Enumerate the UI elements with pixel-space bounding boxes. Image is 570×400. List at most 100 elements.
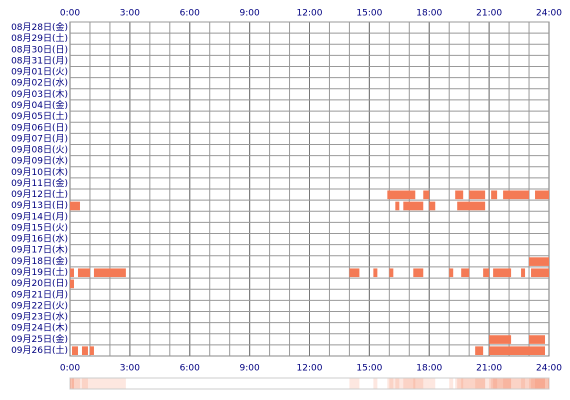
row-label: 09月02日(水) bbox=[11, 77, 68, 89]
row-label: 09月06日(日) bbox=[11, 122, 68, 133]
row-label: 09月23日(水) bbox=[11, 311, 68, 323]
activity-segment bbox=[529, 257, 549, 266]
density-segment bbox=[70, 378, 80, 389]
x-tick-label: 0:00 bbox=[60, 9, 80, 19]
x-tick-label: 3:00 bbox=[120, 364, 140, 374]
row-label: 09月18日(金) bbox=[11, 255, 68, 267]
activity-segment bbox=[71, 346, 78, 355]
density-segment bbox=[493, 378, 512, 389]
x-tick-label: 9:00 bbox=[240, 364, 260, 374]
row-label: 08月30日(日) bbox=[11, 44, 68, 55]
density-segment bbox=[489, 378, 546, 389]
activity-segment bbox=[503, 190, 530, 200]
activity-segment bbox=[349, 268, 360, 278]
density-segment bbox=[521, 378, 526, 389]
x-tick-label: 18:00 bbox=[416, 364, 442, 374]
row-label: 08月29日(土) bbox=[11, 32, 68, 44]
row-label: 09月10日(木) bbox=[11, 166, 68, 178]
activity-segment bbox=[373, 268, 378, 278]
activity-segment bbox=[491, 190, 498, 200]
activity-segment bbox=[389, 268, 394, 278]
activity-segment bbox=[70, 279, 74, 289]
row-label: 09月15日(火) bbox=[11, 222, 68, 233]
activity-segment bbox=[521, 268, 526, 278]
density-segment bbox=[491, 378, 498, 389]
row-label: 09月26日(土) bbox=[11, 344, 68, 356]
density-segment bbox=[81, 378, 88, 389]
row-label: 09月25日(金) bbox=[11, 333, 68, 345]
activity-segment bbox=[489, 335, 512, 344]
x-tick-label: 15:00 bbox=[356, 364, 382, 374]
density-segment bbox=[70, 378, 74, 389]
x-tick-label: 3:00 bbox=[120, 9, 140, 19]
density-segment bbox=[429, 378, 436, 389]
row-label: 09月22日(火) bbox=[11, 300, 68, 311]
density-segment bbox=[531, 378, 549, 389]
density-segment bbox=[423, 378, 430, 389]
activity-segment bbox=[93, 268, 126, 278]
density-segment bbox=[395, 378, 400, 389]
activity-segment bbox=[81, 346, 88, 355]
activity-segment bbox=[423, 190, 430, 200]
density-segment bbox=[457, 378, 486, 389]
row-label: 09月04日(金) bbox=[11, 99, 68, 111]
x-tick-label: 18:00 bbox=[416, 9, 442, 19]
density-segment bbox=[403, 378, 424, 389]
density-segment bbox=[503, 378, 530, 389]
row-label: 08月28日(金) bbox=[11, 21, 68, 33]
activity-segment bbox=[535, 190, 549, 200]
density-segment bbox=[389, 378, 394, 389]
row-label: 09月11日(金) bbox=[11, 177, 68, 189]
density-segment bbox=[461, 378, 470, 389]
density-segment bbox=[469, 378, 486, 389]
row-label: 09月08日(火) bbox=[11, 145, 68, 156]
density-segment bbox=[71, 378, 78, 389]
activity-segment bbox=[70, 268, 74, 278]
x-tick-label: 0:00 bbox=[60, 364, 80, 374]
row-label: 09月13日(日) bbox=[11, 200, 68, 211]
row-label: 09月05日(土) bbox=[11, 110, 68, 122]
density-segment bbox=[77, 378, 90, 389]
density-strip bbox=[69, 377, 550, 390]
activity-segment bbox=[461, 268, 470, 278]
activity-segment bbox=[493, 268, 512, 278]
activity-segment bbox=[483, 268, 490, 278]
density-segment bbox=[449, 378, 454, 389]
activity-segment bbox=[449, 268, 454, 278]
activity-segment bbox=[413, 268, 424, 278]
activity-segment bbox=[457, 201, 486, 211]
x-tick-label: 9:00 bbox=[240, 9, 260, 19]
density-segment bbox=[529, 378, 549, 389]
x-tick-label: 15:00 bbox=[356, 9, 382, 19]
density-segment bbox=[535, 378, 549, 389]
activity-segment bbox=[489, 346, 546, 355]
density-segment bbox=[475, 378, 484, 389]
x-tick-label: 12:00 bbox=[297, 364, 323, 374]
density-segment bbox=[455, 378, 464, 389]
activity-segment bbox=[387, 190, 416, 200]
row-label: 09月21日(月) bbox=[11, 289, 68, 300]
activity-segment bbox=[531, 268, 549, 278]
x-tick-label: 12:00 bbox=[297, 9, 323, 19]
activity-segment bbox=[429, 201, 436, 211]
row-label: 09月12日(土) bbox=[11, 188, 68, 200]
density-segment bbox=[373, 378, 378, 389]
activity-segment bbox=[475, 346, 484, 355]
x-tick-label: 6:00 bbox=[180, 364, 200, 374]
row-label: 09月01日(火) bbox=[11, 67, 68, 78]
x-tick-label: 24:00 bbox=[536, 364, 562, 374]
density-segment bbox=[413, 378, 424, 389]
density-segment bbox=[529, 378, 546, 389]
x-tick-label: 6:00 bbox=[180, 9, 200, 19]
x-tick-label: 24:00 bbox=[536, 9, 562, 19]
density-segment bbox=[93, 378, 126, 389]
row-label: 09月16日(水) bbox=[11, 233, 68, 245]
activity-segment bbox=[403, 201, 424, 211]
row-label: 09月09日(水) bbox=[11, 155, 68, 167]
density-segment bbox=[89, 378, 94, 389]
activity-segment bbox=[89, 346, 94, 355]
density-segment bbox=[387, 378, 416, 389]
row-label: 09月17日(木) bbox=[11, 244, 68, 256]
activity-segment bbox=[395, 201, 400, 211]
